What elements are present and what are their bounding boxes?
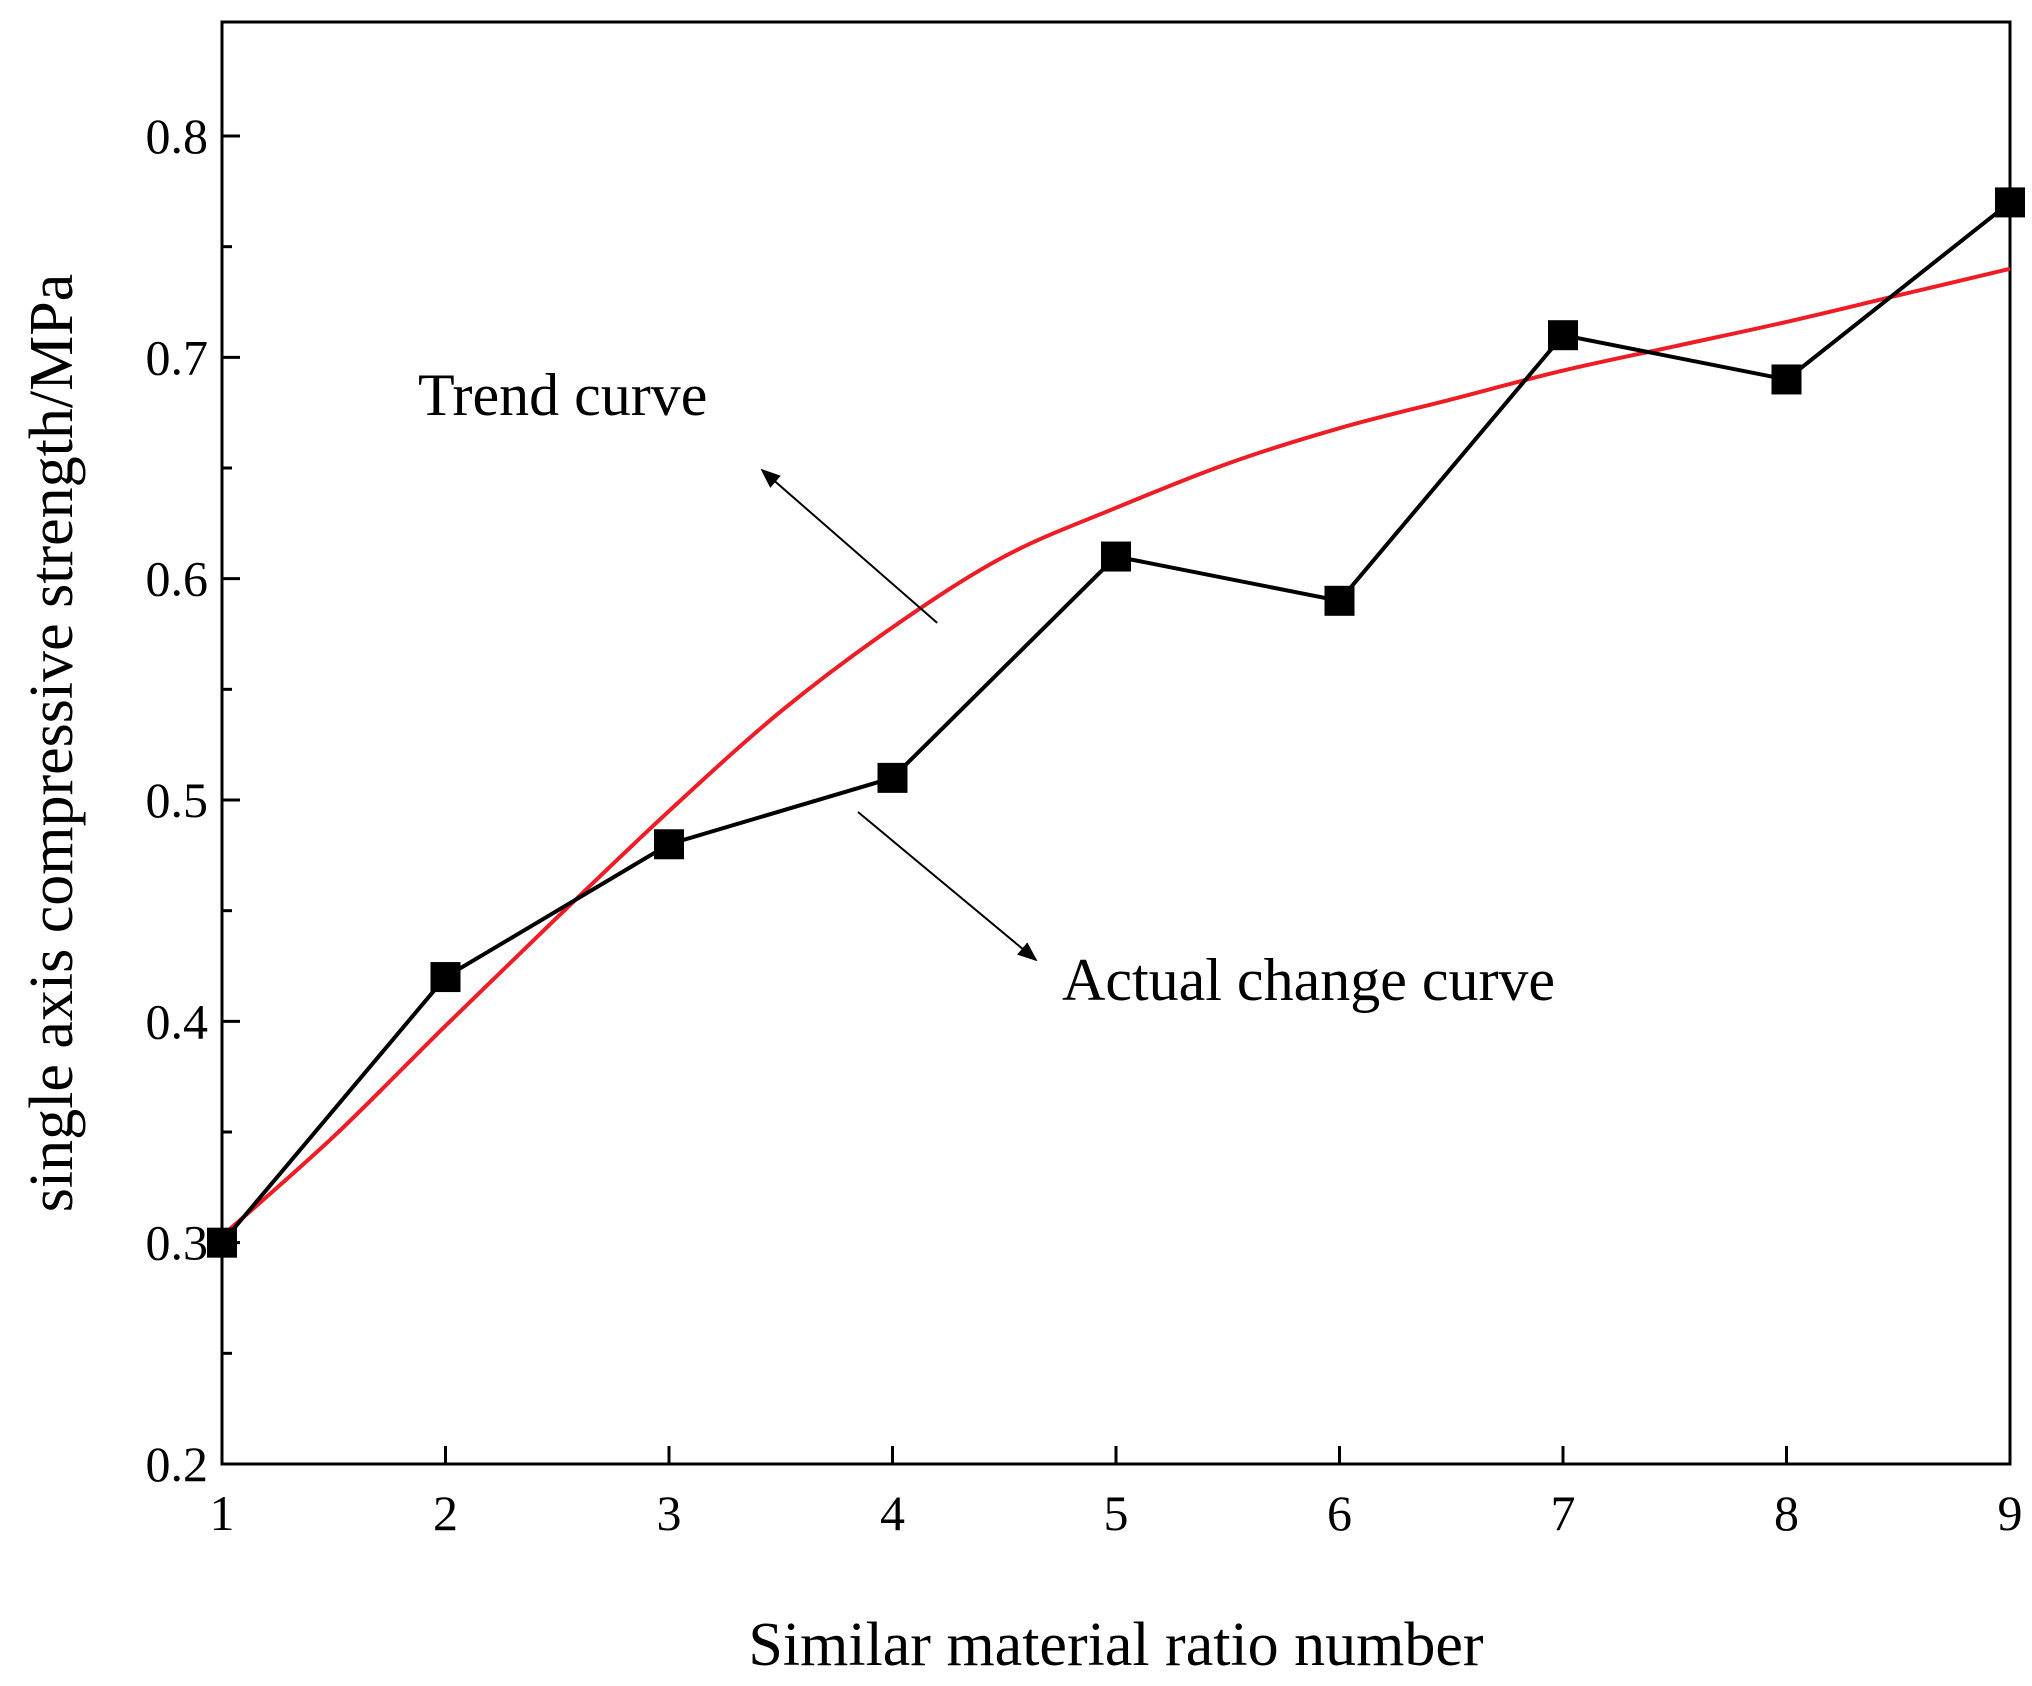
y-axis-title: single axis compressive strength/MPa — [18, 274, 86, 1212]
y-tick-label: 0.7 — [146, 329, 209, 385]
x-tick-label: 7 — [1551, 1485, 1576, 1541]
actual-data-point — [430, 962, 461, 993]
x-axis-ticks: 1 2 3 4 5 6 7 8 9 — [210, 1446, 2023, 1541]
y-tick-label: 0.2 — [146, 1436, 209, 1492]
actual-data-point — [1324, 585, 1355, 616]
y-tick-label: 0.8 — [146, 108, 209, 164]
x-tick-label: 3 — [657, 1485, 682, 1541]
y-tick-label: 0.5 — [146, 772, 209, 828]
trend-curve-annotation: Trend curve — [418, 362, 707, 428]
x-tick-label: 5 — [1104, 1485, 1129, 1541]
actual-change-curve-line — [220, 200, 2012, 1244]
actual-data-point — [1101, 541, 1131, 572]
actual-data-point — [1548, 320, 1578, 351]
trend-curve-line — [220, 266, 2011, 1238]
plot-frame — [220, 20, 2012, 1466]
series-layer — [207, 187, 2025, 1258]
x-tick-label: 2 — [433, 1485, 458, 1541]
x-tick-label: 9 — [1998, 1485, 2023, 1541]
actual-change-curve-annotation: Actual change curve — [1062, 947, 1555, 1013]
actual-data-point — [1995, 187, 2025, 218]
actual-data-point — [654, 829, 684, 860]
y-tick-label: 0.6 — [146, 551, 209, 607]
annotation-layer: Trend curve Actual change curve — [418, 362, 1555, 1013]
x-tick-label: 8 — [1774, 1485, 1799, 1541]
x-tick-label: 1 — [210, 1485, 235, 1541]
actual-change-curve-arrow — [857, 811, 1038, 962]
x-tick-label: 6 — [1327, 1485, 1352, 1541]
trend-curve-arrow — [760, 468, 938, 624]
x-axis-title: Similar material ratio number — [748, 1611, 1484, 1679]
y-axis-ticks: 0.2 0.3 0.4 0.5 0.6 0.7 0.8 — [146, 108, 240, 1492]
actual-data-point — [207, 1227, 237, 1258]
actual-data-point — [877, 762, 908, 793]
y-tick-label: 0.3 — [146, 1215, 209, 1271]
x-tick-label: 4 — [880, 1485, 905, 1541]
actual-data-point — [1771, 364, 1802, 395]
y-tick-label: 0.4 — [146, 993, 209, 1049]
